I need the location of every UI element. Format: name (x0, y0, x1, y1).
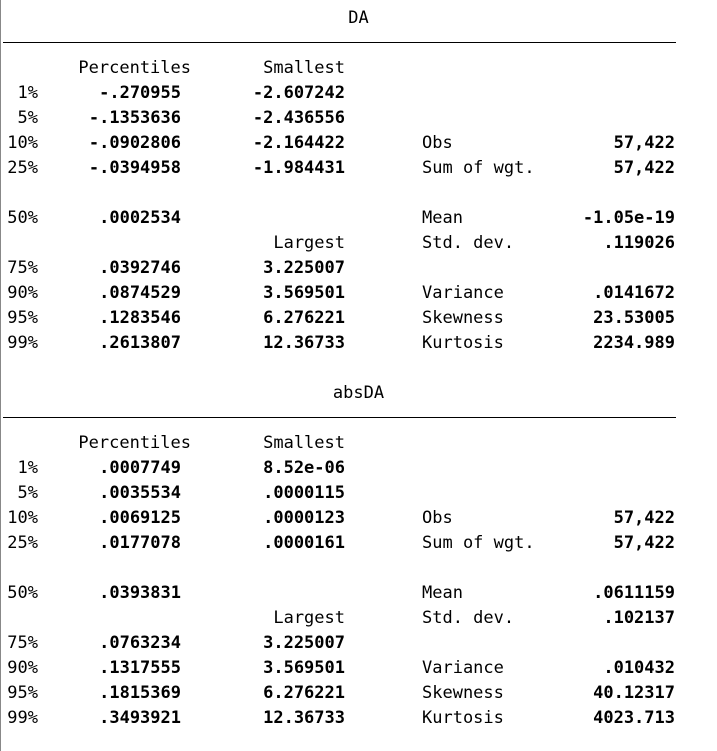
percentile-value: .1283546 (99, 308, 181, 328)
percentile-label: 99% (7, 708, 38, 728)
stat-value: 57,422 (613, 533, 675, 553)
percentile-label: 99% (7, 333, 38, 353)
percentile-value: .0002534 (99, 208, 181, 228)
percentile-label: 75% (7, 258, 38, 278)
percentile-label: 10% (7, 133, 38, 153)
percentile-label: 25% (7, 158, 38, 178)
variable-title: DA (348, 8, 369, 28)
largest-header: Largest (273, 608, 345, 628)
smallest-value: .0000115 (263, 483, 345, 503)
percentile-label: 5% (17, 483, 38, 503)
stat-value: .102137 (603, 608, 675, 628)
variable-title: absDA (332, 383, 385, 403)
stat-label: Variance (422, 283, 504, 303)
percentile-value: .0035534 (99, 483, 181, 503)
smallest-header: Smallest (263, 433, 345, 453)
stat-label: Obs (422, 133, 453, 153)
largest-value: 6.276221 (263, 308, 345, 328)
stat-label: Sum of wgt. (422, 533, 535, 553)
stat-value: 57,422 (613, 508, 675, 528)
percentile-value: .0177078 (99, 533, 181, 553)
largest-value: 3.569501 (263, 658, 345, 678)
largest-value: 3.569501 (263, 283, 345, 303)
percentile-value: -.1353636 (88, 108, 181, 128)
percentiles-header: Percentiles (78, 58, 191, 78)
largest-value: 12.36733 (263, 708, 345, 728)
summary-block-absda: absDA Percentiles Smallest Largest 1% .000774… (0, 375, 717, 750)
stat-label: Obs (422, 508, 453, 528)
stat-value: 57,422 (613, 158, 675, 178)
stat-label: Std. dev. (422, 608, 515, 628)
stat-label: Mean (422, 208, 463, 228)
percentile-label: 10% (7, 508, 38, 528)
largest-value: 3.225007 (263, 258, 345, 278)
percentile-value: .0393831 (99, 583, 181, 603)
percentile-value: .0874529 (99, 283, 181, 303)
percentile-value: .1815369 (99, 683, 181, 703)
stat-value: 57,422 (613, 133, 675, 153)
results-window-left-border (0, 0, 1, 751)
largest-value: 3.225007 (263, 633, 345, 653)
smallest-value: .0000123 (263, 508, 345, 528)
percentile-label: 25% (7, 533, 38, 553)
largest-value: 6.276221 (263, 683, 345, 703)
stat-value: .119026 (603, 233, 675, 253)
percentile-value: .2613807 (99, 333, 181, 353)
percentile-label: 50% (7, 583, 38, 603)
percentile-value: .1317555 (99, 658, 181, 678)
percentile-value: .0069125 (99, 508, 181, 528)
stat-label: Kurtosis (422, 708, 504, 728)
percentile-label: 90% (7, 283, 38, 303)
percentile-label: 95% (7, 308, 38, 328)
smallest-value: -2.436556 (252, 108, 345, 128)
percentile-label: 5% (17, 108, 38, 128)
stat-value: 23.53005 (593, 308, 675, 328)
header-rule (3, 417, 676, 418)
stat-value: 4023.713 (593, 708, 675, 728)
percentile-value: -.0394958 (88, 158, 181, 178)
largest-header: Largest (273, 233, 345, 253)
header-rule (3, 42, 676, 43)
smallest-value: .0000161 (263, 533, 345, 553)
stat-label: Mean (422, 583, 463, 603)
percentiles-header: Percentiles (78, 433, 191, 453)
stat-label: Skewness (422, 683, 504, 703)
smallest-value: -2.164422 (252, 133, 345, 153)
stat-label: Std. dev. (422, 233, 515, 253)
percentile-value: .0392746 (99, 258, 181, 278)
smallest-value: -1.984431 (252, 158, 345, 178)
percentile-label: 1% (17, 458, 38, 478)
smallest-header: Smallest (263, 58, 345, 78)
summary-block-da: DA Percentiles Smallest Largest 1% -.270955 5%… (0, 0, 717, 375)
percentile-value: .3493921 (99, 708, 181, 728)
stat-label: Kurtosis (422, 333, 504, 353)
stat-label: Variance (422, 658, 504, 678)
stat-value: 40.12317 (593, 683, 675, 703)
smallest-value: -2.607242 (252, 83, 345, 103)
percentile-value: -.270955 (99, 83, 181, 103)
largest-value: 12.36733 (263, 333, 345, 353)
percentile-value: .0007749 (99, 458, 181, 478)
stat-label: Sum of wgt. (422, 158, 535, 178)
stat-label: Skewness (422, 308, 504, 328)
stat-value: .0611159 (593, 583, 675, 603)
percentile-value: .0763234 (99, 633, 181, 653)
stat-value: .010432 (603, 658, 675, 678)
stat-value: -1.05e-19 (582, 208, 675, 228)
percentile-label: 90% (7, 658, 38, 678)
percentile-label: 1% (17, 83, 38, 103)
percentile-label: 95% (7, 683, 38, 703)
percentile-label: 75% (7, 633, 38, 653)
percentile-label: 50% (7, 208, 38, 228)
stat-value: .0141672 (593, 283, 675, 303)
stat-value: 2234.989 (593, 333, 675, 353)
smallest-value: 8.52e-06 (263, 458, 345, 478)
percentile-value: -.0902806 (88, 133, 181, 153)
